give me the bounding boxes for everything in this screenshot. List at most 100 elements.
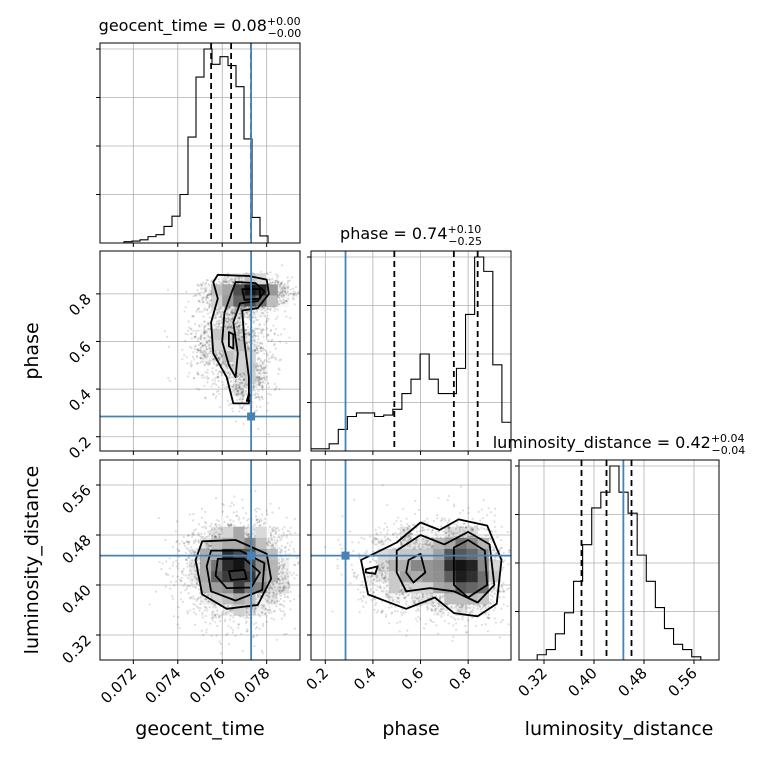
sample-point (229, 524, 233, 527)
sample-point (260, 367, 264, 371)
sample-point (487, 617, 490, 620)
sample-point (426, 608, 429, 611)
axes-frame (99, 42, 301, 244)
sample-point (455, 622, 458, 625)
sample-point (500, 607, 503, 610)
sample-point (212, 605, 215, 609)
sample-point (256, 369, 259, 372)
density-cell (200, 328, 212, 341)
sample-point (494, 621, 498, 624)
sample-point (236, 375, 240, 378)
sample-point (219, 326, 223, 329)
sample-point (282, 610, 285, 613)
sample-point (400, 542, 403, 545)
sample-point (490, 593, 493, 597)
density-cell (233, 560, 245, 572)
sample-point (213, 358, 216, 361)
sample-point (271, 582, 274, 585)
sample-point (292, 547, 295, 550)
sample-point (232, 616, 235, 619)
sample-point (237, 332, 240, 335)
sample-point (217, 386, 220, 389)
sample-point (253, 410, 257, 413)
sample-point (253, 312, 256, 315)
sample-point (371, 574, 374, 577)
sample-point (441, 519, 444, 522)
sample-point (373, 540, 376, 543)
sample-point (211, 610, 215, 613)
sample-point (203, 597, 207, 600)
sample-point (270, 355, 273, 358)
sample-point (275, 581, 279, 584)
sample-point (493, 558, 497, 561)
sample-point (361, 599, 364, 603)
sample-point (368, 560, 371, 564)
sample-point (276, 308, 279, 311)
sample-point (279, 358, 282, 361)
sample-point (287, 583, 290, 586)
sample-point (465, 526, 468, 529)
sample-point (459, 530, 462, 533)
sample-point (274, 589, 277, 592)
sample-point (493, 549, 496, 552)
density-cell (266, 582, 279, 594)
sample-point (278, 585, 281, 588)
sample-point (260, 611, 264, 614)
sample-point (380, 540, 383, 543)
sample-point (374, 537, 377, 540)
sample-point (215, 320, 218, 324)
sample-point (384, 595, 388, 598)
sample-point (272, 526, 275, 529)
sample-point (185, 558, 188, 562)
sample-point (283, 614, 286, 617)
sample-point (245, 271, 248, 274)
sample-point (216, 376, 219, 379)
sample-point (409, 536, 413, 539)
sample-point (388, 595, 391, 598)
sample-point (211, 616, 214, 619)
sample-point (242, 615, 245, 618)
sample-point (213, 323, 216, 326)
sample-point (259, 347, 262, 350)
sample-point (241, 372, 244, 375)
sample-point (238, 338, 242, 341)
sample-point (217, 379, 220, 382)
sample-point (407, 593, 410, 596)
sample-point (452, 616, 455, 620)
sample-point (280, 617, 283, 620)
density-cell (233, 373, 245, 385)
sample-point (243, 408, 246, 411)
sample-point (268, 584, 271, 587)
sample-point (279, 589, 282, 592)
density-cell (244, 328, 256, 341)
sample-point (251, 316, 255, 320)
sample-point (378, 526, 381, 529)
sample-point (380, 590, 383, 593)
sample-point (262, 312, 265, 315)
sample-point (470, 529, 473, 533)
sample-point (349, 530, 352, 533)
sample-point (219, 533, 222, 536)
sample-point (206, 301, 209, 304)
sample-point (247, 331, 250, 334)
sample-point (266, 333, 269, 336)
sample-point (241, 407, 244, 410)
sample-point (266, 335, 269, 338)
sample-point (236, 395, 239, 398)
sample-point (481, 606, 484, 609)
sample-point (426, 605, 429, 608)
sample-point (402, 611, 405, 615)
sample-point (237, 316, 241, 319)
sample-point (242, 387, 245, 391)
sample-point (203, 351, 206, 354)
sample-point (283, 302, 286, 305)
sample-point (260, 519, 263, 522)
sample-point (260, 603, 263, 607)
sample-point (470, 534, 473, 538)
sample-point (237, 518, 241, 521)
sample-point (438, 597, 441, 600)
sample-point (439, 519, 442, 522)
x-tick-label-luminosity_distance: 0.32 (514, 664, 550, 700)
sample-point (434, 595, 438, 598)
sample-point (218, 523, 221, 527)
